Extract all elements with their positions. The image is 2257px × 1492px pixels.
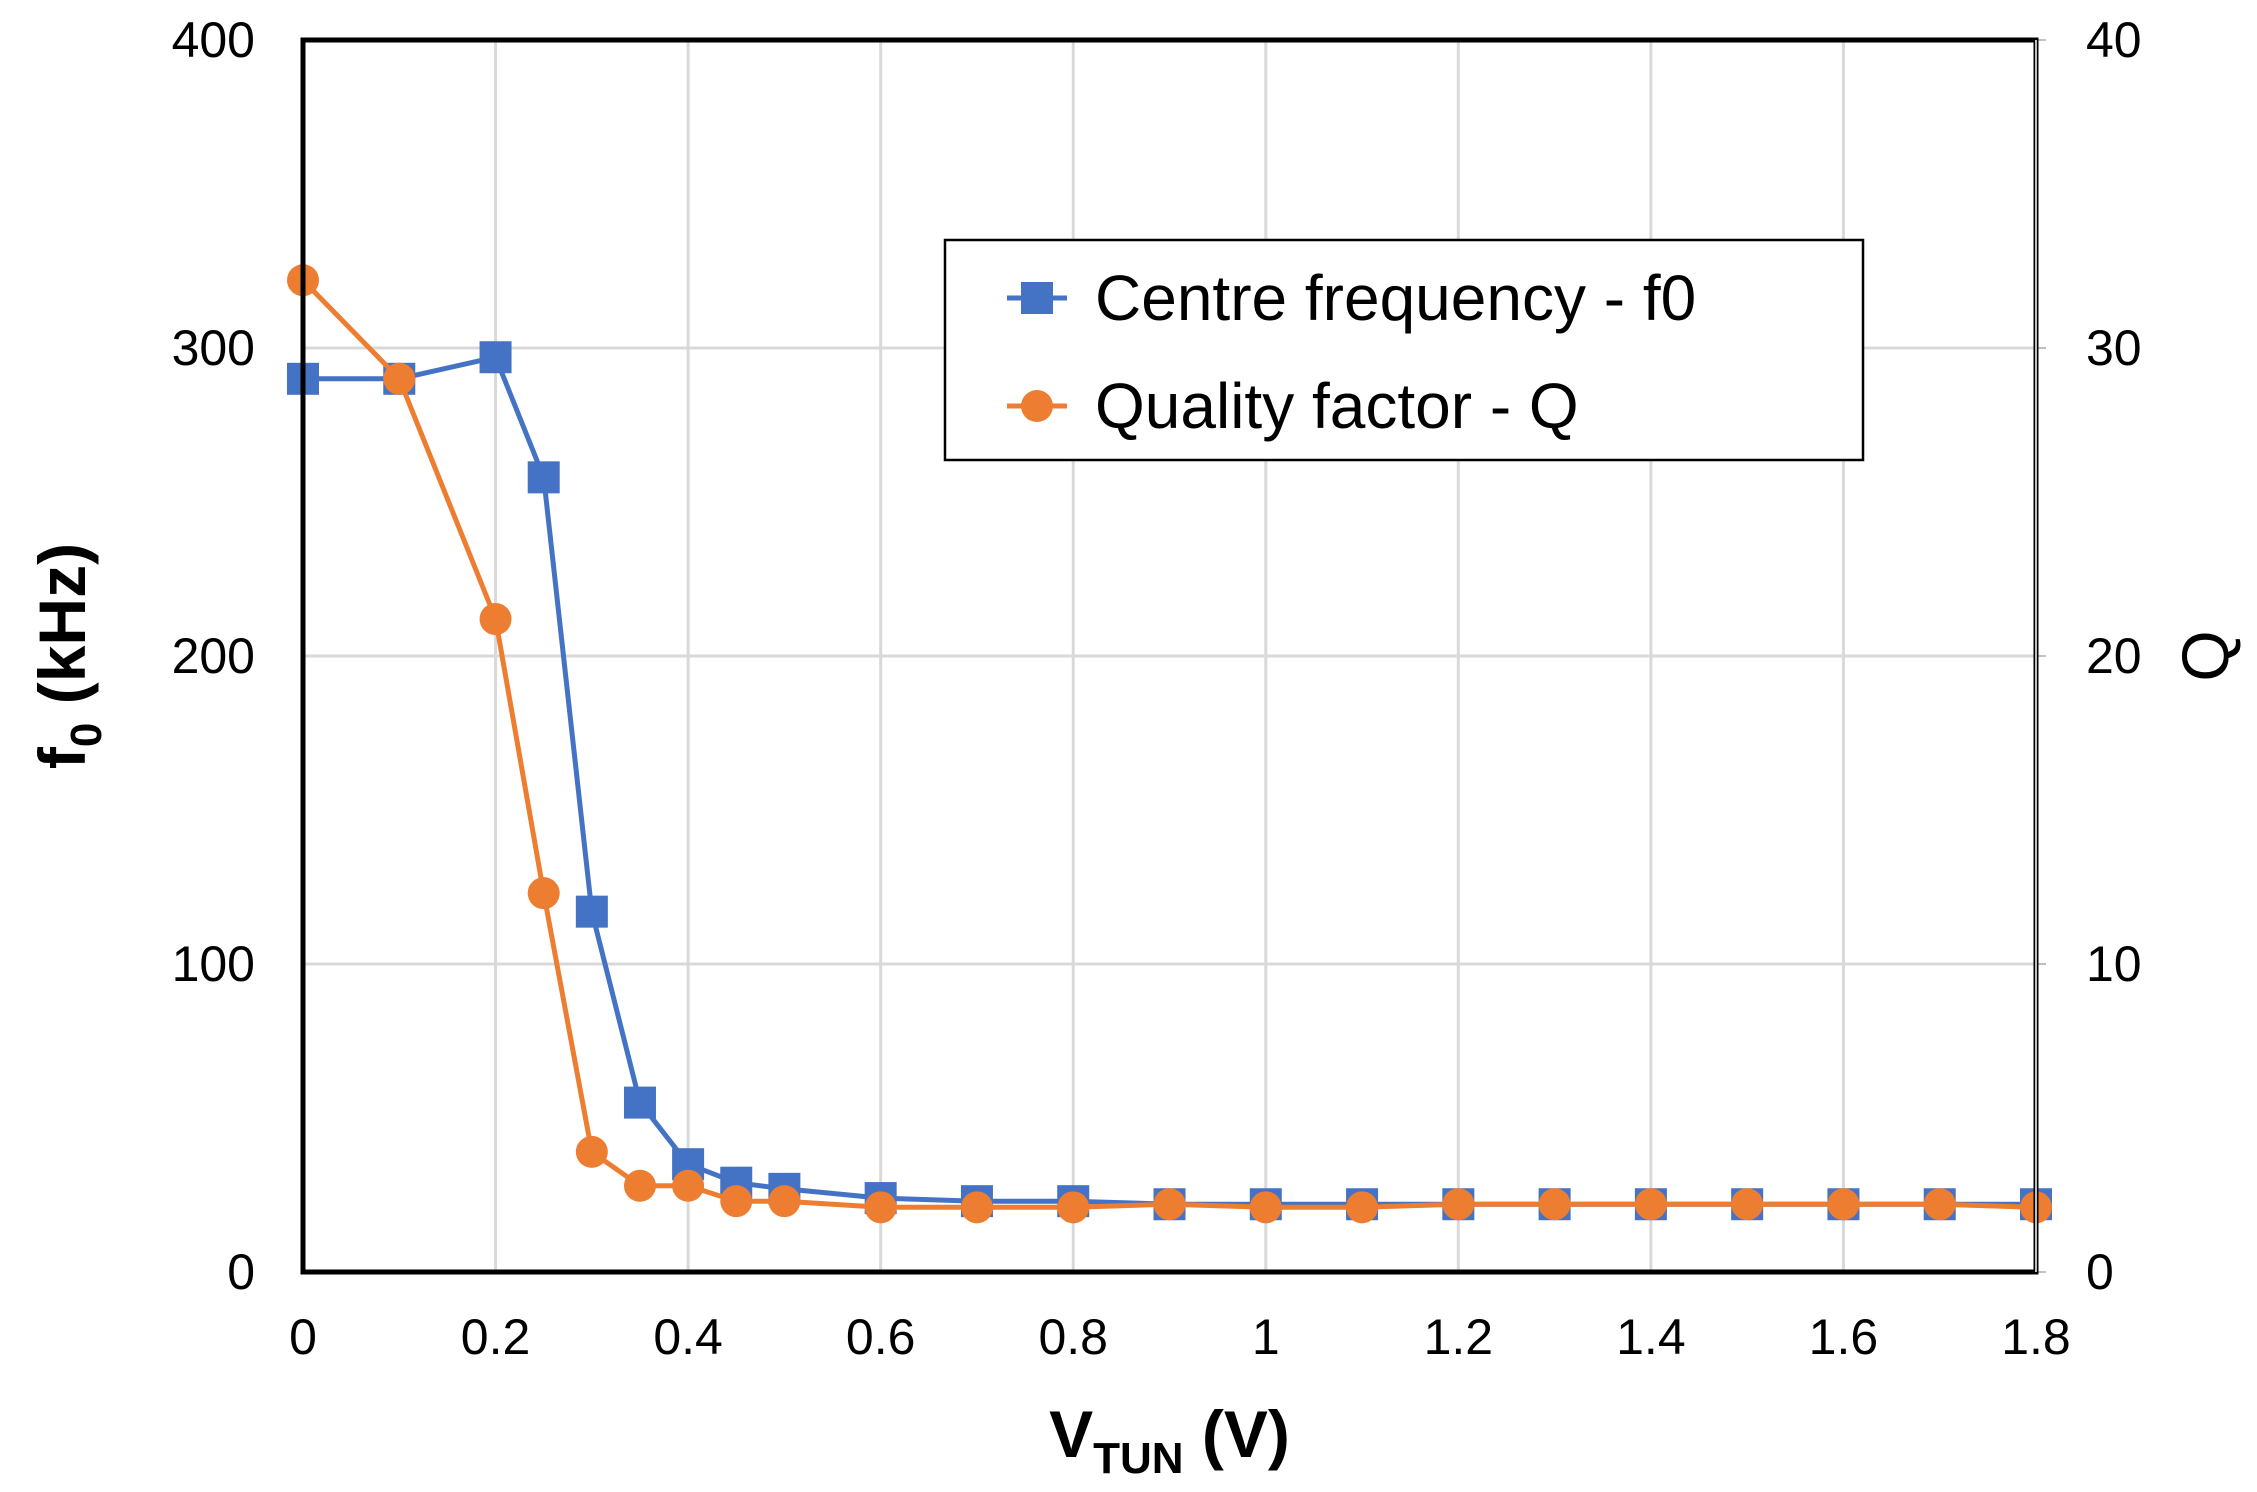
data-point [383, 362, 416, 395]
legend-box [943, 238, 1865, 462]
data-point [1731, 1188, 1764, 1221]
series-quality-factor [287, 264, 2052, 1224]
data-point [1346, 1191, 1379, 1224]
y-right-tick-labels: 0 10 20 30 40 [2036, 12, 2142, 1300]
legend-item: Quality factor - Q [1007, 370, 1579, 442]
legend-item: Centre frequency - f0 [1007, 262, 1696, 334]
legend-swatch-marker [1021, 390, 1053, 422]
legend-label: Quality factor - Q [1095, 370, 1579, 442]
data-point [1634, 1188, 1667, 1221]
x-tick-label: 1 [1252, 1309, 1280, 1365]
series-layer [287, 264, 2052, 1224]
legend-swatch-marker [1021, 282, 1053, 314]
x-tick-label: 0 [289, 1309, 317, 1365]
x-axis-title: VTUN (V) [1049, 1397, 1290, 1483]
data-point [864, 1191, 897, 1224]
y-axis-left-title-tail: (kHz) [25, 543, 99, 723]
y-right-tick-label: 20 [2086, 628, 2142, 684]
x-tick-labels: 0 0.2 0.4 0.6 0.8 1 1.2 1.4 1.6 1.8 [289, 1309, 2071, 1365]
y-left-tick-label: 100 [172, 936, 255, 992]
data-point [1827, 1188, 1860, 1221]
data-point [1923, 1188, 1956, 1221]
data-point [479, 341, 512, 374]
data-point [623, 1169, 656, 1202]
y-axis-left-title-subscript: 0 [62, 723, 111, 747]
data-point [575, 895, 608, 928]
data-point [1538, 1188, 1571, 1221]
y-left-tick-labels: 0 100 200 300 400 [172, 12, 255, 1300]
data-point [768, 1185, 801, 1218]
data-point [1442, 1188, 1475, 1221]
x-tick-label: 1.8 [2001, 1309, 2071, 1365]
data-point [527, 461, 560, 494]
y-left-tick-label: 0 [227, 1244, 255, 1300]
x-tick-label: 0.8 [1038, 1309, 1108, 1365]
series-line [301, 278, 2037, 1210]
legend: Centre frequency - f0 Quality factor - Q [943, 238, 1865, 462]
x-tick-label: 0.2 [461, 1309, 531, 1365]
data-point [527, 877, 560, 910]
x-axis-title-subscript: TUN [1093, 1434, 1183, 1483]
x-tick-label: 1.4 [1616, 1309, 1686, 1365]
data-point [672, 1169, 705, 1202]
x-axis-title-main: V [1049, 1397, 1093, 1471]
x-tick-label: 0.6 [846, 1309, 916, 1365]
y-right-tick-label: 10 [2086, 936, 2142, 992]
y-left-tick-label: 200 [172, 628, 255, 684]
x-tick-label: 1.6 [1809, 1309, 1879, 1365]
data-point [1153, 1188, 1186, 1221]
x-axis-title-tail: (V) [1184, 1397, 1290, 1471]
y-right-tick-label: 30 [2086, 320, 2142, 376]
data-point [575, 1135, 608, 1168]
legend-label: Centre frequency - f0 [1095, 262, 1696, 334]
data-point [720, 1185, 753, 1218]
y-right-tick-label: 40 [2086, 12, 2142, 68]
data-point [960, 1191, 993, 1224]
data-point [479, 603, 512, 636]
data-point [1249, 1191, 1282, 1224]
y-left-tick-label: 300 [172, 320, 255, 376]
y-left-tick-label: 400 [172, 12, 255, 68]
data-point [1057, 1191, 1090, 1224]
x-tick-label: 1.2 [1424, 1309, 1494, 1365]
y-right-tick-label: 0 [2086, 1244, 2114, 1300]
y-axis-right-title: Q [2168, 630, 2242, 681]
x-tick-label: 0.4 [653, 1309, 723, 1365]
y-axis-left-title: f0 (kHz) [25, 543, 111, 769]
data-point [623, 1086, 656, 1119]
y-axis-left-title-main: f [25, 746, 99, 769]
